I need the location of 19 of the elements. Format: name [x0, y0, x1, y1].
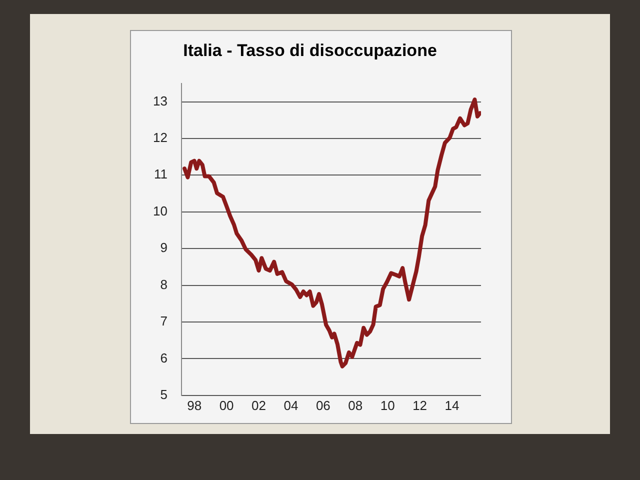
- chart-title: Italia - Tasso di disoccupazione: [183, 40, 437, 60]
- y-tick-label: 7: [160, 314, 168, 329]
- x-tick-label: 06: [316, 398, 330, 413]
- y-tick-label: 10: [152, 203, 168, 218]
- y-tick-label: 6: [160, 350, 168, 366]
- y-tick-label: 13: [152, 93, 168, 108]
- x-tick-label: 08: [348, 398, 363, 413]
- y-tick-label: 12: [152, 130, 168, 146]
- y-tick-label: 11: [154, 166, 168, 182]
- x-tick-label: 12: [412, 398, 428, 413]
- x-tick-label: 98: [187, 398, 202, 413]
- x-tick-label: 14: [444, 398, 460, 413]
- x-tick-label: 00: [219, 398, 234, 413]
- x-tick-label: 04: [284, 398, 298, 413]
- x-tick-label: 02: [252, 398, 266, 413]
- y-tick-label: 8: [160, 276, 168, 292]
- x-tick-label: 10: [380, 398, 395, 413]
- y-tick-label: 5: [160, 386, 168, 402]
- y-tick-label: 9: [160, 240, 168, 256]
